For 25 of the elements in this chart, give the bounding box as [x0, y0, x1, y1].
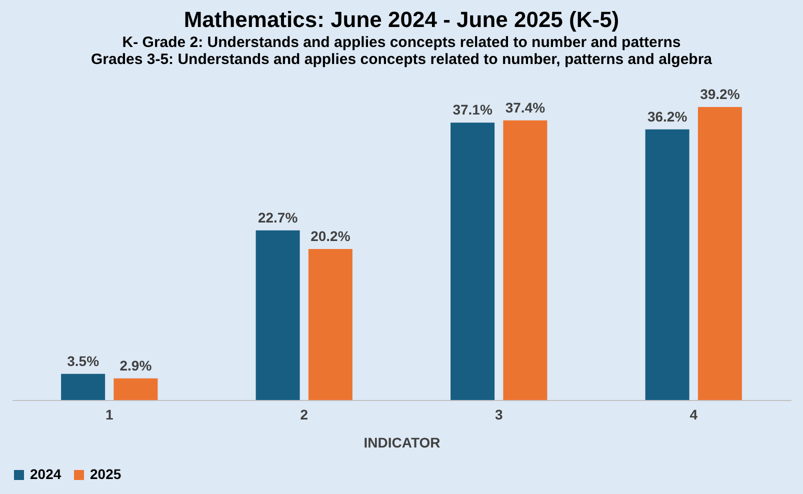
x-tick-label: 3	[494, 406, 503, 422]
data-label: 36.2%	[647, 108, 688, 124]
bar	[698, 106, 742, 400]
chart-subtitle: K- Grade 2: Understands and applies concepts related to number and patterns Grades 3-5: Understands and applies concepts related to number, patterns and algebra	[91, 34, 713, 68]
x-tick-label: 1	[105, 406, 114, 422]
data-label: 37.1%	[452, 102, 493, 118]
bar	[61, 374, 106, 400]
legend-label: 2025	[90, 466, 122, 482]
bar	[450, 122, 495, 400]
data-label: 22.7%	[258, 209, 298, 226]
x-tick-label: 2	[300, 406, 308, 422]
x-axis-title: INDICATOR	[364, 434, 440, 450]
bar	[256, 230, 300, 400]
legend-label: 2024	[30, 466, 62, 482]
data-label: 37.4%	[505, 99, 546, 116]
data-label: 20.2%	[310, 228, 351, 244]
data-label: 39.2%	[700, 86, 740, 102]
data-label: 3.5%	[67, 352, 100, 369]
bar	[114, 378, 158, 400]
bar	[645, 129, 690, 400]
x-tick-label: 4	[690, 406, 698, 422]
data-label: 2.9%	[120, 357, 152, 374]
bar	[308, 249, 352, 400]
chart-title: Mathematics: June 2024 - June 2025 (K-5)	[184, 6, 620, 32]
bar	[503, 120, 548, 400]
